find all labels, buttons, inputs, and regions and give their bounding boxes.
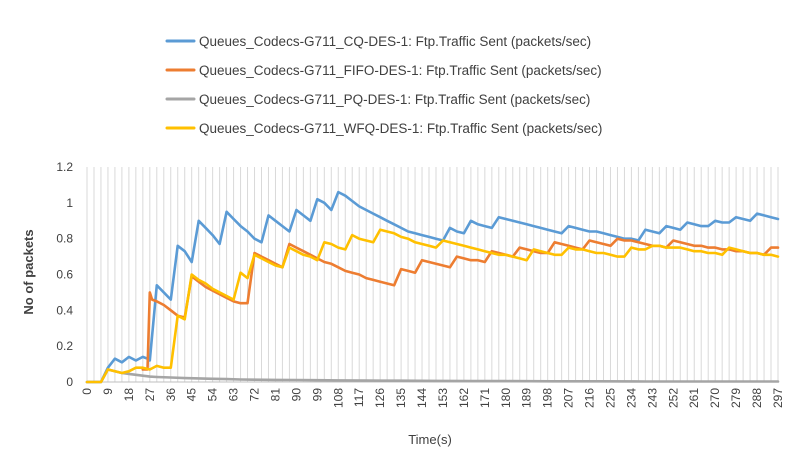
y-tick-label: 0.6 bbox=[56, 268, 73, 282]
x-tick-label: 243 bbox=[645, 388, 659, 408]
x-tick-label: 135 bbox=[394, 388, 408, 408]
x-tick-label: 54 bbox=[206, 388, 220, 402]
y-tick-label: 0.8 bbox=[56, 232, 73, 246]
y-tick-label: 0.2 bbox=[56, 339, 73, 353]
x-tick-label: 0 bbox=[80, 388, 94, 395]
y-tick-label: 0 bbox=[66, 375, 73, 389]
x-tick-label: 252 bbox=[666, 388, 680, 408]
legend-label-0: Queues_Codecs-G711_CQ-DES-1: Ftp.Traffic… bbox=[199, 34, 591, 49]
x-tick-label: 108 bbox=[331, 388, 345, 408]
legend-label-3: Queues_Codecs-G711_WFQ-DES-1: Ftp.Traffi… bbox=[199, 121, 602, 136]
x-tick-label: 279 bbox=[729, 388, 743, 408]
x-tick-label: 297 bbox=[771, 388, 785, 408]
x-tick-label: 261 bbox=[687, 388, 701, 408]
y-axis-label: No of packets bbox=[21, 229, 36, 314]
x-tick-label: 63 bbox=[227, 388, 241, 402]
legend: Queues_Codecs-G711_CQ-DES-1: Ftp.Traffic… bbox=[165, 34, 602, 136]
x-tick-label: 117 bbox=[352, 388, 366, 407]
x-tick-label: 90 bbox=[289, 388, 303, 402]
x-tick-label: 162 bbox=[457, 388, 471, 408]
x-tick-label: 72 bbox=[248, 388, 262, 402]
x-tick-label: 270 bbox=[708, 388, 722, 408]
series-line-2 bbox=[85, 368, 780, 384]
legend-label-1: Queues_Codecs-G711_FIFO-DES-1: Ftp.Traff… bbox=[199, 63, 602, 78]
x-tick-label: 153 bbox=[436, 388, 450, 408]
x-axis-label: Time(s) bbox=[408, 432, 452, 447]
x-tick-label: 99 bbox=[310, 388, 324, 402]
y-tick-label: 1.2 bbox=[56, 160, 73, 174]
x-tick-label: 171 bbox=[478, 388, 492, 408]
series-line-1 bbox=[141, 237, 780, 371]
series-line-0 bbox=[85, 190, 780, 384]
y-tick-label: 0.4 bbox=[56, 303, 73, 317]
x-tick-label: 225 bbox=[603, 388, 617, 408]
x-tick-label: 81 bbox=[268, 388, 282, 402]
x-tick-label: 18 bbox=[122, 388, 136, 402]
x-tick-label: 189 bbox=[520, 388, 534, 408]
x-tick-label: 234 bbox=[624, 388, 638, 408]
legend-label-2: Queues_Codecs-G711_PQ-DES-1: Ftp.Traffic… bbox=[199, 92, 590, 107]
x-tick-label: 180 bbox=[499, 388, 513, 408]
x-tick-label: 45 bbox=[185, 388, 199, 402]
series-line-3 bbox=[85, 228, 780, 384]
axis-layer: 00.20.40.60.811.20 9 18 27 36 45 54 63 72 81 90 99 1… bbox=[56, 160, 785, 408]
x-tick-label: 198 bbox=[541, 388, 555, 408]
y-tick-label: 1 bbox=[66, 196, 73, 210]
series-layer bbox=[85, 190, 780, 384]
x-tick-label: 126 bbox=[373, 388, 387, 408]
x-tick-label: 216 bbox=[583, 388, 597, 408]
x-tick-label: 27 bbox=[143, 388, 157, 402]
x-tick-label: 288 bbox=[750, 388, 764, 408]
grid-layer bbox=[86, 167, 779, 382]
x-tick-label: 207 bbox=[562, 388, 576, 408]
x-tick-label: 36 bbox=[164, 388, 178, 402]
x-tick-label: 144 bbox=[415, 388, 429, 408]
x-tick-label: 9 bbox=[101, 388, 115, 395]
